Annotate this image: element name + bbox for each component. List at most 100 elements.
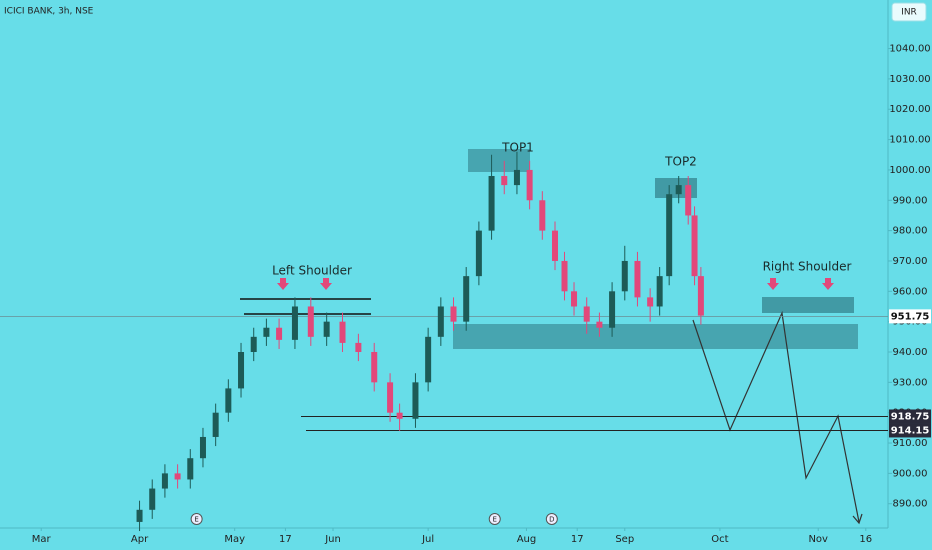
y-tick-label: 940.00 <box>893 347 928 358</box>
arrows <box>277 278 834 290</box>
x-tick-label: Sep <box>615 534 634 545</box>
down-arrow <box>822 278 834 290</box>
x-tick-label: 16 <box>859 534 872 545</box>
candle-body <box>685 185 692 216</box>
y-tick-label: 900.00 <box>893 468 928 479</box>
projection-arrow <box>852 513 863 525</box>
candle-body <box>501 176 508 186</box>
price-tag-label: 914.15 <box>891 425 930 436</box>
candle-body <box>396 412 403 419</box>
candle-body <box>291 306 298 340</box>
candle-body <box>463 276 470 322</box>
y-tick-label: 1040.00 <box>889 44 930 55</box>
candle-body <box>596 321 603 328</box>
candle-body <box>583 306 590 322</box>
y-tick-label: 970.00 <box>893 256 928 267</box>
candle-body <box>387 382 394 413</box>
candle-body <box>571 291 578 307</box>
y-tick-label: 990.00 <box>893 195 928 206</box>
candle-body <box>656 276 663 307</box>
candle-body <box>238 352 245 389</box>
candle-body <box>513 169 520 186</box>
support-zone <box>453 324 858 349</box>
candle-body <box>621 260 628 292</box>
candle-body <box>647 297 654 307</box>
price-tag <box>889 309 931 324</box>
candle-body <box>675 185 682 195</box>
currency-button[interactable] <box>891 2 927 22</box>
x-tick-label: Apr <box>131 534 149 545</box>
x-tick-label: Jul <box>421 534 434 545</box>
annotation: Left Shoulder <box>272 264 352 278</box>
y-tick-label: 1030.00 <box>889 74 930 85</box>
top1-zone <box>468 149 530 172</box>
candle-body <box>225 388 232 413</box>
price-tag-label: 951.75 <box>891 311 930 322</box>
y-tick-label: 930.00 <box>893 377 928 388</box>
candle-body <box>450 306 457 322</box>
candle-body <box>371 352 378 383</box>
down-arrow <box>277 278 289 290</box>
price-tag <box>889 423 931 438</box>
x-tick-label: Oct <box>711 534 728 545</box>
candle-body <box>339 321 346 343</box>
down-arrow <box>767 278 779 290</box>
event-icon <box>545 513 558 525</box>
annotation: TOP2 <box>664 155 697 169</box>
candle-body <box>199 436 206 459</box>
candle-body <box>355 342 362 352</box>
candle-body <box>250 336 257 352</box>
candle-body <box>634 260 641 298</box>
symbol-title: ICICI BANK, 3h, NSE <box>4 7 94 17</box>
candle-body <box>691 215 698 277</box>
y-tick-label: 980.00 <box>893 226 928 237</box>
candle-body <box>561 260 568 292</box>
candle-body <box>149 488 156 510</box>
candle-body <box>475 230 482 277</box>
y-tick-label: 1020.00 <box>889 104 930 115</box>
annotation: TOP1 <box>501 141 534 155</box>
event-label: E <box>194 516 198 524</box>
y-tick-label: 890.00 <box>893 499 928 510</box>
candle-body <box>323 321 330 337</box>
x-tick-label: Aug <box>517 534 537 545</box>
x-tick-label: 17 <box>571 534 584 545</box>
candle-body <box>526 169 533 201</box>
event-label: D <box>549 516 554 524</box>
down-arrow <box>320 278 332 290</box>
candle-body <box>552 230 558 261</box>
candle-body <box>212 412 219 437</box>
x-tick-label: Nov <box>808 534 828 545</box>
x-tick-label: Mar <box>32 534 52 545</box>
price-tag-label: 918.75 <box>891 411 930 422</box>
y-tick-label: 960.00 <box>893 286 928 297</box>
candle-body <box>425 336 432 383</box>
candle-body <box>412 382 419 419</box>
candle-body <box>539 200 546 231</box>
y-tick-label: 910.00 <box>893 438 928 449</box>
event-icon <box>190 513 203 525</box>
candle-body <box>697 276 704 316</box>
x-tick-label: Jun <box>324 534 341 545</box>
y-tick-label: 1010.00 <box>889 135 930 146</box>
candle-body <box>609 291 616 328</box>
currency-label[interactable]: INR <box>901 8 917 18</box>
candle-body <box>666 194 673 277</box>
candle-body <box>174 473 181 480</box>
x-tick-label: 17 <box>279 534 292 545</box>
annotation: Right Shoulder <box>763 260 852 274</box>
candle-body <box>161 473 168 489</box>
x-tick-label: May <box>224 534 245 545</box>
candle-body <box>136 509 143 522</box>
candle-body <box>187 458 194 480</box>
right-shoulder-zone <box>762 297 854 313</box>
candle-body <box>276 327 283 340</box>
event-icon <box>488 513 501 525</box>
candle-body <box>437 306 444 337</box>
candle-body <box>307 306 314 337</box>
event-label: E <box>493 516 497 524</box>
price-tag <box>889 409 931 424</box>
candle-body <box>488 176 495 231</box>
y-tick-label: 1000.00 <box>889 165 930 176</box>
